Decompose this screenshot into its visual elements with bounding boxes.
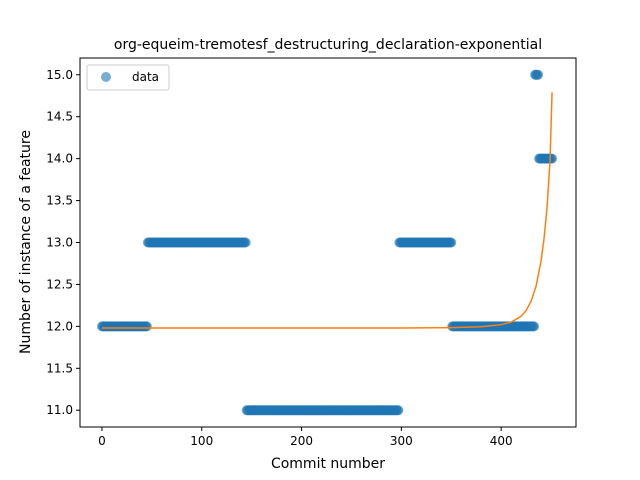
data-point — [446, 237, 457, 248]
y-tick-label: 15.0 — [46, 68, 73, 82]
y-tick-label: 14.0 — [46, 152, 73, 166]
x-tick-label: 200 — [290, 434, 313, 448]
legend: data — [86, 64, 170, 91]
y-tick-label: 14.5 — [46, 110, 73, 124]
data-point — [533, 69, 544, 80]
data-point — [393, 405, 404, 416]
x-tick-label: 0 — [98, 434, 106, 448]
y-tick-label: 13.5 — [46, 194, 73, 208]
y-tick-label: 12.5 — [46, 277, 73, 291]
legend-label-data: data — [132, 70, 159, 84]
x-axis: 0 100 200 300 400 — [98, 427, 513, 448]
y-axis: 11.0 11.5 12.0 12.5 13.0 13.5 14.0 14.5 15.0 — [46, 68, 80, 417]
y-tick-label: 12.0 — [46, 319, 73, 333]
x-tick-label: 300 — [390, 434, 413, 448]
data-point — [240, 237, 251, 248]
y-tick-label: 13.0 — [46, 236, 73, 250]
x-tick-label: 100 — [190, 434, 213, 448]
legend-box — [86, 64, 170, 91]
x-axis-label: Commit number — [271, 456, 385, 472]
x-tick-label: 400 — [490, 434, 513, 448]
data-point — [547, 153, 558, 164]
y-axis-label: Number of instance of a feature — [18, 130, 34, 354]
y-tick-label: 11.5 — [46, 361, 73, 375]
plot-area — [96, 69, 558, 416]
data-point — [141, 321, 152, 332]
chart-title: org-equeim-tremotesf_destructuring_decla… — [114, 37, 542, 53]
data-point — [529, 321, 540, 332]
y-tick-label: 11.0 — [46, 403, 73, 417]
legend-marker-data — [101, 72, 111, 82]
fit-line — [101, 92, 553, 329]
